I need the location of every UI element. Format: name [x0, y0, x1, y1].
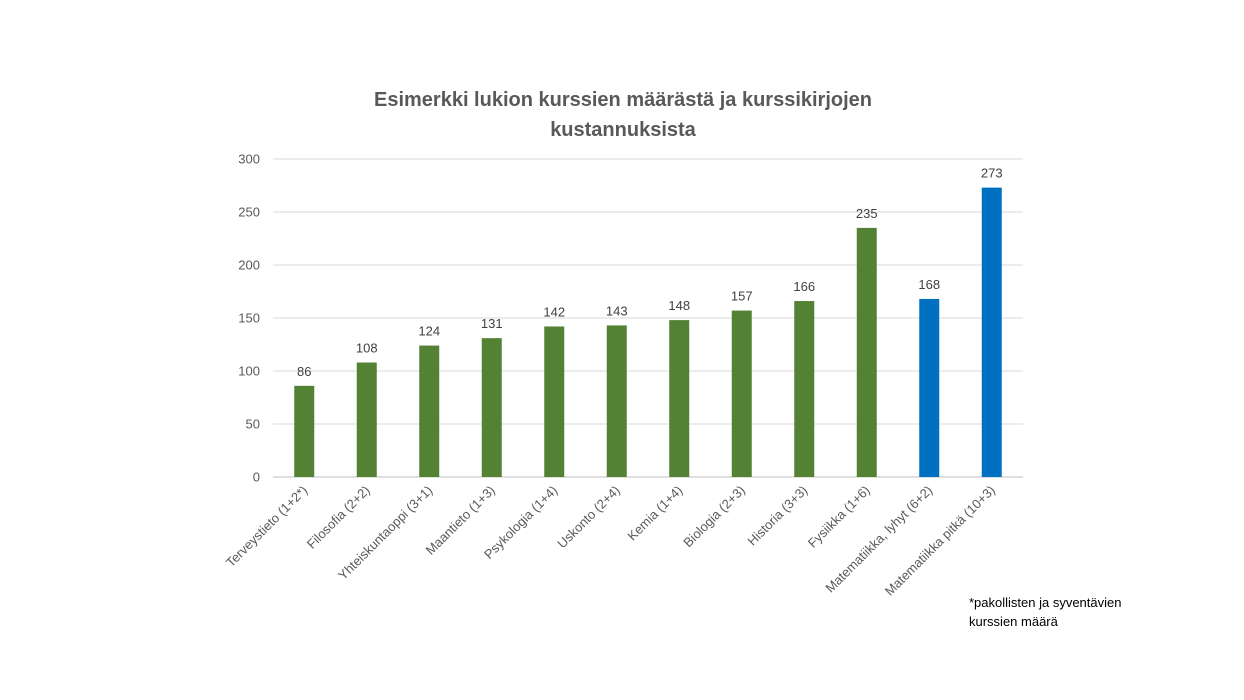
data-label-8: 157: [731, 289, 753, 304]
footnote-line-1: *pakollisten ja syventävien: [969, 595, 1122, 610]
footnote: *pakollisten ja syventävien kurssien mää…: [969, 593, 1121, 631]
x-tick-label-6: Uskonto (2+4): [554, 483, 623, 552]
y-tick-label-50: 50: [246, 417, 260, 432]
x-tick-label-11: Matematiikka, lyhyt (6+2): [822, 483, 935, 596]
chart-title: Esimerkki lukion kurssien määrästä ja ku…: [374, 89, 872, 141]
y-axis-ticks: 0 50 100 150 200 250 300: [238, 152, 260, 485]
data-label-1: 86: [297, 364, 311, 379]
x-tick-label-1: Terveystieto (1+2*): [223, 483, 311, 571]
data-label-2: 108: [356, 341, 378, 356]
bar-10: [856, 227, 877, 477]
data-label-12: 273: [981, 166, 1003, 181]
y-tick-label-300: 300: [238, 152, 260, 167]
bar-11: [919, 298, 940, 477]
data-label-9: 166: [793, 279, 815, 294]
bar-9: [794, 301, 815, 477]
x-tick-label-7: Kemia (1+4): [624, 483, 685, 544]
data-labels: 86 108 124 131 142 143 148 157 166 235 168 273: [297, 166, 1003, 379]
x-tick-label-12: Matematiikka pitkä (10+3): [882, 483, 998, 599]
y-tick-label-150: 150: [238, 311, 260, 326]
data-label-10: 235: [856, 206, 878, 221]
bar-4: [481, 338, 502, 477]
x-tick-label-9: Historia (3+3): [744, 483, 810, 549]
bar-5: [544, 326, 565, 477]
x-axis-labels: Terveystieto (1+2*)Filosofia (2+2)Yhteis…: [223, 483, 998, 599]
bar-2: [356, 362, 377, 477]
data-label-6: 143: [606, 303, 628, 318]
chart-title-line-2: kustannuksista: [550, 119, 696, 141]
x-tick-label-2: Filosofia (2+2): [304, 483, 373, 552]
x-tick-label-10: Fysiikka (1+6): [805, 483, 873, 551]
y-tick-label-250: 250: [238, 205, 260, 220]
bars: [294, 187, 1002, 477]
grid-lines: [273, 158, 1023, 478]
data-label-7: 148: [668, 298, 690, 313]
chart-title-line-1: Esimerkki lukion kurssien määrästä ja ku…: [374, 89, 872, 111]
x-tick-label-8: Biologia (2+3): [680, 483, 748, 551]
bar-6: [606, 325, 627, 477]
bar-7: [669, 320, 690, 477]
data-label-5: 142: [543, 304, 565, 319]
bar-12: [981, 187, 1002, 477]
footnote-line-2: kurssien määrä: [969, 614, 1058, 629]
data-label-3: 124: [418, 324, 440, 339]
data-label-4: 131: [481, 316, 503, 331]
y-tick-label-0: 0: [253, 470, 260, 485]
y-tick-label-100: 100: [238, 364, 260, 379]
bar-3: [419, 345, 440, 477]
bar-1: [294, 385, 315, 477]
data-label-11: 168: [918, 277, 940, 292]
y-tick-label-200: 200: [238, 258, 260, 273]
bar-8: [731, 310, 752, 477]
